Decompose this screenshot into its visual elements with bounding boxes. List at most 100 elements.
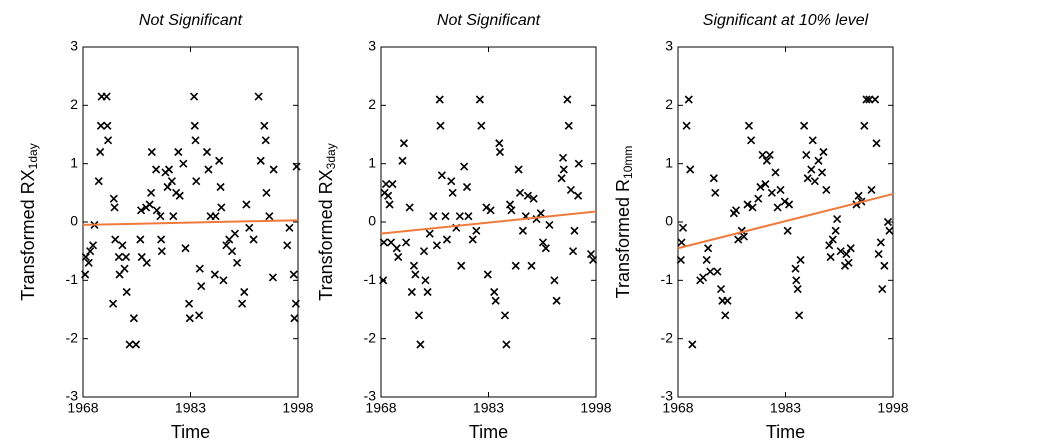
data-point (758, 150, 767, 159)
data-point (589, 255, 598, 264)
data-point (457, 261, 466, 270)
y-axis-label: Transformed RX1day (18, 143, 40, 300)
data-point (495, 139, 504, 148)
data-point (490, 287, 499, 297)
data-point (460, 162, 469, 171)
data-point (414, 311, 424, 320)
y-tick-label: -2 (364, 329, 377, 345)
data-point (545, 220, 554, 229)
y-tick-label: 0 (70, 213, 78, 229)
data-point (425, 229, 434, 238)
data-point (709, 174, 718, 183)
data-point (713, 267, 722, 276)
data-point (238, 299, 247, 308)
data-point (136, 235, 145, 244)
data-point (800, 121, 809, 130)
y-axis-label: Transformed R10mm (613, 146, 635, 299)
data-point (822, 185, 831, 194)
data-point (392, 244, 401, 253)
data-point (195, 311, 204, 320)
data-point (256, 156, 265, 165)
data-point (550, 276, 559, 285)
data-point (678, 223, 688, 232)
data-point (791, 264, 800, 273)
data-point (402, 238, 411, 247)
data-point (394, 252, 403, 262)
data-point (803, 174, 812, 183)
data-point (157, 247, 166, 256)
data-point (398, 156, 407, 165)
chart-title: Not Significant (139, 12, 243, 29)
y-axis-label-sub: 1day (26, 143, 40, 169)
data-point (185, 299, 194, 308)
data-point (379, 238, 388, 247)
data-point (559, 165, 568, 174)
x-tick-label: 1998 (580, 400, 611, 416)
data-point (771, 168, 780, 177)
data-point (684, 95, 693, 104)
data-point (747, 136, 756, 145)
data-point (743, 200, 752, 209)
y-tick-label: 3 (70, 38, 78, 54)
data-point (197, 282, 206, 291)
data-point (164, 165, 174, 174)
data-point (472, 226, 481, 235)
data-point (142, 258, 151, 267)
data-point (762, 156, 771, 165)
data-point (536, 209, 545, 218)
y-tick-label: -3 (364, 388, 377, 404)
data-point (842, 250, 851, 259)
x-tick-label: 1998 (877, 400, 908, 416)
data-point (125, 340, 134, 349)
data-point (518, 226, 527, 235)
data-point (792, 276, 801, 285)
data-point (437, 171, 446, 180)
data-point (825, 241, 834, 250)
y-tick-label: 0 (368, 213, 376, 229)
data-point (399, 139, 408, 148)
data-point (265, 212, 274, 221)
data-point (744, 121, 754, 130)
panel: -3 -2 -1 0 1 2 3 1968 1983 1998 Significant at 10%… (613, 12, 909, 442)
data-point (796, 255, 805, 264)
data-point (268, 273, 277, 282)
data-point (163, 182, 172, 192)
y-axis-label-sub: 3day (324, 143, 338, 169)
data-point (436, 121, 445, 130)
data-point (147, 188, 156, 197)
data-point (88, 241, 98, 250)
data-point (574, 191, 583, 200)
data-point (249, 235, 258, 244)
data-point (152, 165, 161, 174)
data-point (686, 165, 695, 174)
data-point (104, 136, 113, 145)
data-point (94, 177, 103, 186)
data-point (477, 121, 486, 130)
data-point (880, 261, 889, 270)
data-point (416, 340, 425, 349)
trend-line (380, 210, 597, 235)
data-point (147, 147, 156, 157)
data-point (464, 212, 473, 221)
data-point (215, 156, 224, 165)
data-point (677, 238, 686, 247)
data-point (776, 185, 785, 194)
y-tick-label: 3 (368, 38, 376, 54)
data-point (411, 270, 420, 279)
data-point (529, 194, 538, 203)
data-point (269, 165, 278, 174)
data-point (795, 311, 804, 320)
data-point (826, 252, 835, 262)
data-point (783, 226, 792, 235)
data-point (442, 235, 451, 244)
data-point (563, 95, 572, 104)
data-point (421, 276, 430, 285)
y-axis-label: Transformed RX3day (316, 143, 338, 300)
data-point (862, 95, 871, 104)
data-point (409, 261, 419, 270)
data-point (262, 188, 271, 197)
data-point (136, 206, 146, 215)
data-point (261, 136, 270, 145)
data-point (84, 258, 93, 267)
